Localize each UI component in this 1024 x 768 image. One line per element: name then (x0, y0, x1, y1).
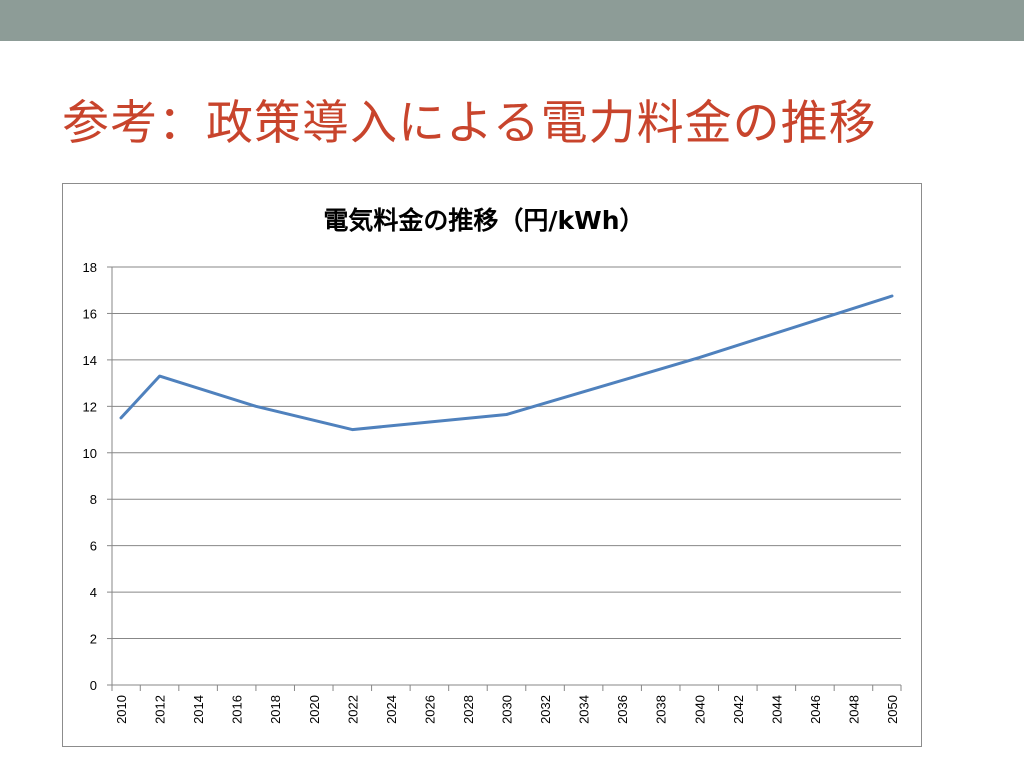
x-tick-label: 2024 (384, 695, 399, 724)
x-tick-label: 2040 (692, 695, 707, 724)
x-tick-label: 2028 (461, 695, 476, 724)
x-tick-label: 2046 (808, 695, 823, 724)
series-layer (119, 294, 894, 432)
axes (107, 266, 902, 691)
x-tick-label: 2026 (422, 695, 437, 724)
y-tick-label: 6 (90, 539, 97, 554)
slide-title: 参考：政策導入による電力料金の推移 (62, 96, 877, 151)
y-tick-label: 2 (90, 632, 97, 647)
y-tick-label: 14 (83, 353, 97, 368)
x-tick-label: 2050 (885, 695, 900, 724)
y-tick-label: 18 (83, 260, 97, 275)
y-tick-label: 0 (90, 678, 97, 693)
x-tick-label: 2032 (538, 695, 553, 724)
x-tick-label: 2038 (654, 695, 669, 724)
y-tick-label: 10 (83, 446, 97, 461)
x-tick-label: 2044 (769, 695, 784, 724)
grid-lines (112, 266, 901, 640)
y-tick-label: 12 (83, 399, 97, 414)
x-tick-label: 2018 (268, 695, 283, 724)
x-tick-label: 2048 (846, 695, 861, 724)
chart-title: 電気料金の推移（円/kWh） (323, 206, 644, 235)
series-line (119, 294, 894, 432)
x-tick-label: 2030 (500, 695, 515, 724)
x-tick-label: 2034 (577, 695, 592, 724)
header-bar (0, 0, 1024, 41)
y-tick-label: 16 (83, 306, 97, 321)
x-tick-label: 2022 (345, 695, 360, 724)
y-tick-labels: 0 2 4 6 8 10 12 14 16 18 (83, 260, 97, 693)
x-tick-label: 2010 (114, 695, 129, 724)
x-tick-label: 2020 (307, 695, 322, 724)
x-tick-label: 2016 (230, 695, 245, 724)
x-tick-label: 2042 (731, 695, 746, 724)
x-tick-labels: 2010 2012 2014 2016 2018 2020 2022 2024 2026 2028… (114, 695, 900, 724)
y-tick-label: 8 (90, 492, 97, 507)
chart-frame: 電気料金の推移（円/kWh） 0 2 4 6 8 10 12 14 16 18 2010 2012 2… (62, 183, 922, 747)
x-tick-label: 2036 (615, 695, 630, 724)
x-tick-label: 2014 (191, 695, 206, 724)
y-tick-label: 4 (90, 585, 97, 600)
x-tick-label: 2012 (153, 695, 168, 724)
